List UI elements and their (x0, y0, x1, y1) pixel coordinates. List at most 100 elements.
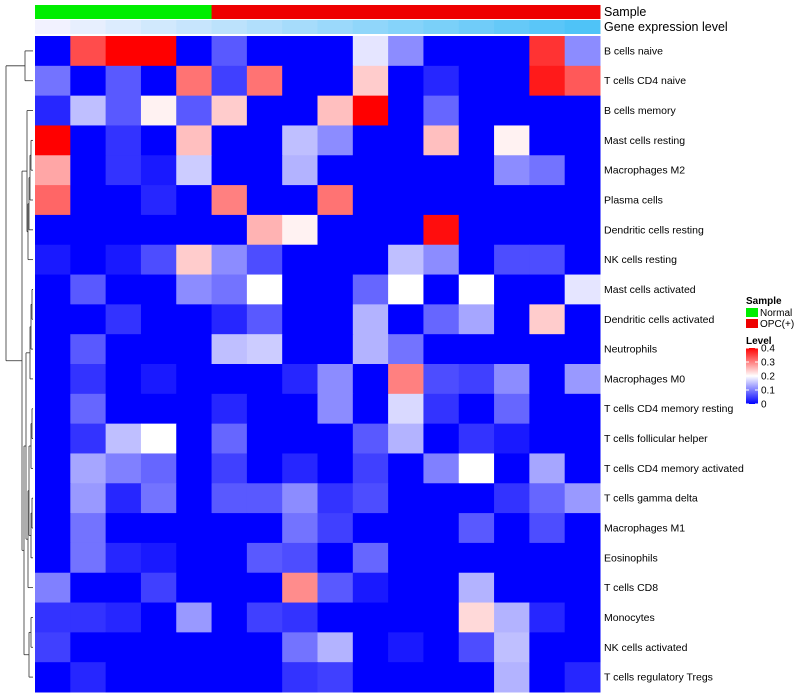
heatmap-cell (105, 483, 142, 514)
heatmap-cell (423, 542, 460, 574)
heatmap-cell (317, 602, 354, 633)
column-annotation-bars (35, 5, 601, 34)
heatmap-cell (388, 334, 424, 365)
heatmap-cell (105, 304, 142, 335)
heatmap-cell (564, 513, 601, 544)
heatmap-cell (423, 274, 460, 305)
expression-annotation-cell (140, 20, 177, 34)
row-label: Neutrophils (604, 344, 657, 356)
heatmap-cell (352, 214, 389, 246)
row-label: Monocytes (604, 612, 655, 624)
heatmap-cell (70, 453, 107, 484)
heatmap-cell (282, 304, 318, 335)
heatmap-cell (140, 214, 177, 246)
sample-annotation-cell (105, 5, 142, 19)
expression-annotation-cell (70, 20, 107, 34)
row-labels: B cells naive T cells CD4 naive B cells me… (604, 45, 744, 683)
heatmap-cell (564, 155, 601, 186)
heatmap-cell (105, 364, 142, 395)
heatmap-cell (352, 662, 389, 693)
heatmap-cell (423, 602, 460, 633)
heatmap-cell (494, 662, 530, 693)
heatmap-cell (529, 36, 566, 67)
heatmap-cell (211, 453, 248, 484)
legend-tick-label: 0.2 (761, 372, 775, 383)
heatmap-cell (211, 125, 248, 156)
heatmap-cell (317, 36, 354, 67)
heatmap-cell (282, 334, 318, 365)
heatmap-cell (211, 214, 248, 246)
heatmap-cell (105, 602, 142, 633)
heatmap-cell (211, 185, 248, 216)
heatmap-cell (352, 364, 389, 395)
heatmap-cell (105, 513, 142, 544)
heatmap-cell (529, 393, 566, 425)
heatmap-cell (140, 662, 177, 693)
heatmap-cell (35, 423, 71, 454)
heatmap-cell (70, 65, 107, 97)
heatmap-cell (211, 274, 248, 305)
heatmap-cell (176, 244, 213, 276)
heatmap-cell (352, 155, 389, 186)
heatmap-cell (105, 95, 142, 126)
heatmap-cell (458, 185, 495, 216)
heatmap-cell (176, 483, 213, 514)
sample-annotation-cell (529, 5, 566, 19)
heatmap-cell (246, 632, 283, 663)
heatmap-cell (140, 602, 177, 633)
heatmap-cell (140, 542, 177, 574)
heatmap-cell (35, 95, 71, 126)
heatmap-cell (317, 244, 354, 276)
heatmap-cell (352, 185, 389, 216)
heatmap-cell (35, 662, 71, 693)
row-label: Macrophages M1 (604, 523, 685, 535)
heatmap-cell (246, 453, 283, 484)
heatmap-cell (423, 572, 460, 604)
heatmap-cell (388, 36, 424, 67)
heatmap-cell (317, 65, 354, 97)
heatmap-cell (317, 632, 354, 663)
sample-annotation-label: Sample (604, 5, 646, 19)
heatmap-cell (423, 244, 460, 276)
heatmap-cell (529, 95, 566, 126)
heatmap-cell (282, 423, 318, 454)
heatmap-cell (317, 185, 354, 216)
heatmap-cell (35, 334, 71, 365)
heatmap-cell (211, 364, 248, 395)
heatmap-cell (176, 662, 213, 693)
heatmap-cell (176, 214, 213, 246)
legend-level-ticks: 0.4 0.3 0.2 0.1 0 (746, 344, 775, 411)
row-label: T cells follicular helper (604, 433, 708, 445)
heatmap-cell (211, 95, 248, 126)
heatmap-cell (176, 36, 213, 67)
heatmap-cell (458, 244, 495, 276)
heatmap-cell (423, 155, 460, 186)
legend-sample-title: Sample (746, 296, 782, 307)
heatmap-cell (140, 155, 177, 186)
heatmap-cell (211, 513, 248, 544)
legend-tick-label: 0 (761, 400, 767, 411)
heatmap-cell (317, 483, 354, 514)
heatmap-cell (211, 483, 248, 514)
sample-annotation-cell (494, 5, 530, 19)
heatmap-cell (352, 95, 389, 126)
heatmap-cell (458, 632, 495, 663)
heatmap-cell (140, 572, 177, 604)
row-label: Macrophages M0 (604, 373, 685, 385)
heatmap-cell (352, 125, 389, 156)
sample-annotation-cell (282, 5, 318, 19)
heatmap-cell (388, 65, 424, 97)
heatmap-cell (35, 393, 71, 425)
heatmap-cell (105, 274, 142, 305)
heatmap-cell (564, 214, 601, 246)
heatmap-cell (176, 393, 213, 425)
heatmap-cell (458, 572, 495, 604)
expression-annotation-label: Gene expression level (604, 20, 728, 34)
heatmap-cell (423, 334, 460, 365)
heatmap-cell (564, 274, 601, 305)
heatmap-cell (564, 244, 601, 276)
heatmap-cell (317, 393, 354, 425)
heatmap-cell (176, 513, 213, 544)
heatmap-cell (388, 364, 424, 395)
heatmap-cell (388, 155, 424, 186)
